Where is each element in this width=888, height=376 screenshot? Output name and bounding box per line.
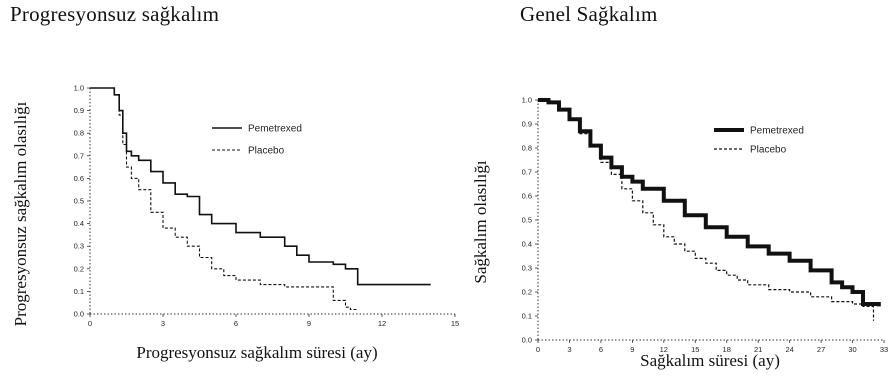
x-tick-label: 33 [880, 345, 888, 354]
x-tick-label: 3 [161, 319, 165, 328]
chart-1: 1.0 0.9 0.8 0.7 0.6 0.5 0.4 0.3 0.2 0.1 0.0 0 3 6 9 12 1… [11, 84, 459, 363]
x-tick-label: 15 [691, 345, 699, 354]
y-tick-label: 0.9 [74, 106, 84, 115]
x-tick-label: 3 [567, 345, 571, 354]
y-tick-label: 0.6 [522, 192, 532, 201]
y-tick-label: 0.6 [74, 174, 84, 183]
y-tick-label: 0.4 [74, 219, 84, 228]
x-tick-label: 21 [754, 345, 762, 354]
y-tick-label: 1.0 [74, 84, 84, 93]
y-axis-title: Sağkalım olasılığı [471, 160, 490, 284]
x-tick-label: 27 [817, 345, 825, 354]
y-tick-label: 0.7 [522, 168, 532, 177]
legend-label: Pemetrexed [248, 124, 302, 135]
x-tick-label: 24 [785, 345, 793, 354]
series-line-pemetrexed [538, 98, 881, 307]
x-tick-label: 6 [234, 319, 238, 328]
y-tick-label: 0.1 [74, 287, 84, 296]
y-tick-label: 0.3 [522, 264, 532, 273]
y-tick-label: 0.0 [74, 310, 84, 319]
x-axis-title: Progresyonsuz sağkalım süresi (ay) [136, 343, 377, 362]
chart-2-title: Genel Sağkalım [520, 2, 658, 26]
series-line-placebo [538, 99, 875, 321]
legend-label: Pemetrexed [750, 126, 804, 137]
x-tick-label: 18 [723, 345, 731, 354]
x-tick-label: 9 [307, 319, 311, 328]
legend-label: Placebo [248, 146, 285, 157]
x-tick-label: 6 [599, 345, 603, 354]
y-tick-label: 0.7 [74, 151, 84, 160]
x-axis-title: Sağkalım süresi (ay) [640, 351, 780, 370]
x-tick-label: 0 [536, 345, 540, 354]
y-tick-label: 0.5 [522, 216, 532, 225]
y-tick-label: 0.2 [522, 288, 532, 297]
y-tick-label: 0.5 [74, 197, 84, 206]
y-tick-label: 0.2 [74, 264, 84, 273]
series-line-pemetrexed [90, 87, 431, 286]
y-tick-label: 0.9 [522, 120, 532, 129]
x-tick-label: 30 [848, 345, 856, 354]
y-tick-label: 0.8 [74, 129, 84, 138]
x-tick-label: 9 [630, 345, 634, 354]
x-tick-label: 12 [378, 319, 386, 328]
y-tick-label: 0.8 [522, 144, 532, 153]
y-tick-label: 1.0 [522, 96, 532, 105]
y-tick-label: 0.3 [74, 242, 84, 251]
y-tick-label: 0.0 [522, 336, 532, 345]
y-tick-label: 0.4 [522, 240, 532, 249]
chart-2: 1.0 0.9 0.8 0.7 0.6 0.5 0.4 0.3 0.2 0.1 0.0 0 3 6 9 12 1… [471, 96, 888, 371]
series-line-placebo [90, 87, 358, 311]
chart-1-title: Progresyonsuz sağkalım [10, 2, 220, 26]
legend-label: Placebo [750, 145, 787, 156]
x-tick-label: 15 [451, 319, 459, 328]
y-axis-title: Progresyonsuz sağkalım olasılığı [11, 101, 30, 326]
y-tick-label: 0.1 [522, 312, 532, 321]
x-tick-label: 0 [88, 319, 92, 328]
x-tick-label: 12 [660, 345, 668, 354]
